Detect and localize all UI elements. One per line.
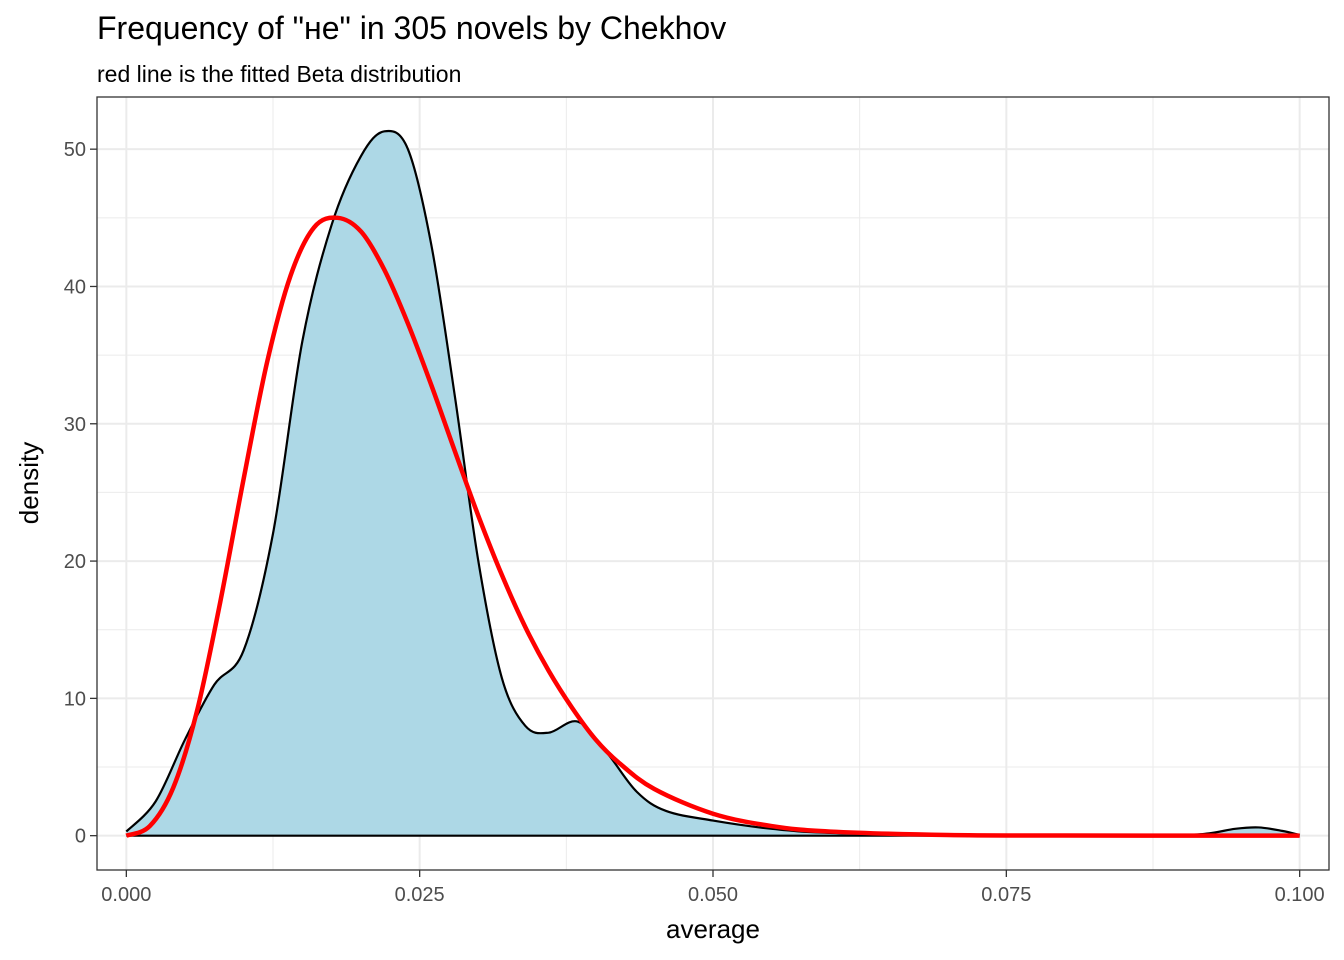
x-tick-label: 0.100 [1275,884,1325,906]
density-area [126,130,1300,836]
y-tick-label: 30 [64,414,86,436]
y-axis-ticks: 0 10 20 30 40 50 [64,139,97,848]
x-tick-label: 0.075 [981,884,1031,906]
chart-title: Frequency of "не" in 305 novels by Chekh… [97,10,727,46]
y-tick-label: 20 [64,551,86,573]
series-layer [125,129,1300,838]
x-tick-label: 0.050 [688,884,738,906]
y-tick-label: 0 [75,826,86,848]
fitted-beta-line [125,215,1300,838]
y-tick-label: 10 [64,688,86,710]
y-tick-label: 40 [64,276,86,298]
x-axis-ticks: 0.000 0.025 0.050 0.075 0.100 [101,870,1325,906]
x-tick-label: 0.025 [395,884,445,906]
chart-subtitle: red line is the fitted Beta distribution [97,61,462,87]
x-axis-title: average [666,914,760,944]
y-tick-label: 50 [64,139,86,161]
x-tick-label: 0.000 [101,884,151,906]
y-axis-title: density [14,442,44,524]
